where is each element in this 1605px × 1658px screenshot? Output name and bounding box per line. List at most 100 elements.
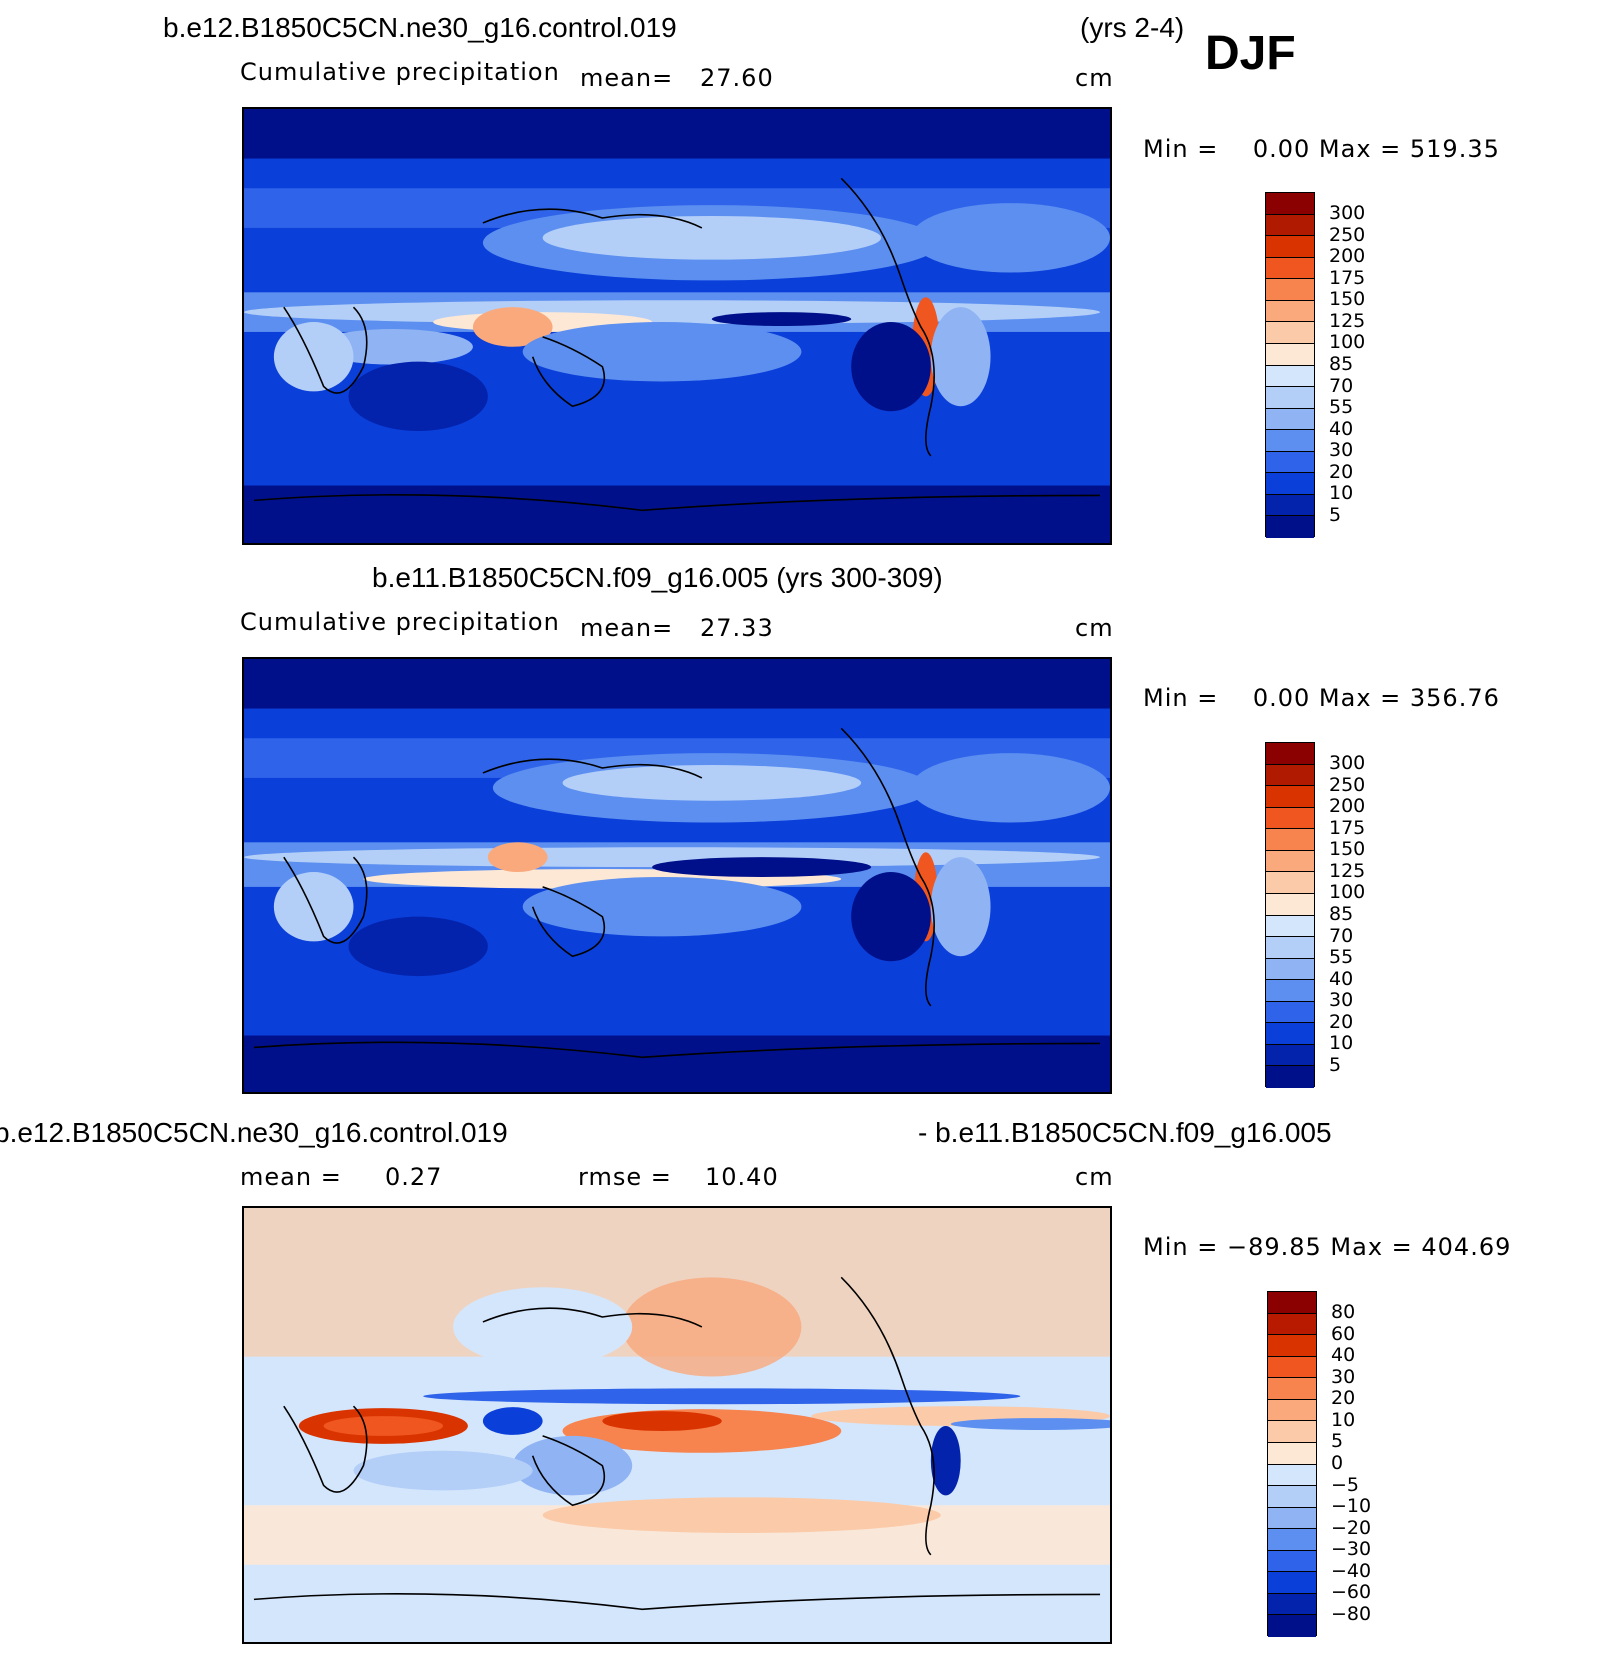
colorbar-swatch [1266, 257, 1314, 280]
colorbar-swatch [1268, 1356, 1316, 1379]
colorbar-swatch [1266, 473, 1314, 495]
colorbar-tick-label: 250 [1329, 223, 1366, 246]
colorbar-tick-label: −30 [1331, 1538, 1372, 1561]
colorbar-tick-label: 5 [1331, 1430, 1344, 1453]
colorbar-tick-label: −5 [1331, 1473, 1360, 1496]
colorbar-swatch [1268, 1572, 1316, 1594]
panel2-precip-map [242, 657, 1112, 1094]
colorbar-tick-label: 5 [1329, 1053, 1342, 1076]
colorbar-tick-label: 200 [1329, 795, 1366, 818]
colorbar-swatch [1268, 1399, 1316, 1422]
colorbar-tick-label: −10 [1331, 1495, 1372, 1518]
colorbar-tick-label: 175 [1329, 816, 1366, 839]
season-label: DJF [1205, 27, 1296, 80]
colorbar-swatch [1268, 1442, 1316, 1465]
colorbar-tick-label: 20 [1329, 460, 1354, 483]
colorbar-swatch [1266, 915, 1314, 938]
colorbar-swatch [1268, 1529, 1316, 1551]
colorbar-swatch [1266, 850, 1314, 873]
colorbar-swatch [1268, 1335, 1316, 1357]
colorbar-swatch [1266, 193, 1314, 215]
colorbar-swatch [1266, 980, 1314, 1002]
colorbar-swatch [1266, 958, 1314, 981]
colorbar-swatch [1268, 1550, 1316, 1573]
colorbar-swatch [1266, 214, 1314, 237]
colorbar-swatch [1268, 1464, 1316, 1487]
colorbar-tick-label: 175 [1329, 266, 1366, 289]
panel1-title-left: b.e12.B1850C5CN.ne30_g16.control.019 [163, 12, 677, 43]
panel1-mean-value: 27.60 [700, 64, 774, 92]
colorbar-tick-label: 60 [1331, 1322, 1356, 1345]
colorbar-tick-label: 0 [1331, 1452, 1344, 1474]
colorbar-tick-label: 85 [1329, 903, 1354, 925]
colorbar-tick-label: 125 [1329, 309, 1366, 332]
colorbar-swatch [1268, 1378, 1316, 1400]
colorbar-tick-label: 70 [1329, 924, 1354, 947]
colorbar-swatch [1266, 1001, 1314, 1024]
colorbar-tick-label: −40 [1331, 1559, 1372, 1582]
colorbar-tick-label: 150 [1329, 838, 1366, 861]
colorbar-tick-label: −20 [1331, 1516, 1372, 1539]
colorbar-tick-label: 40 [1329, 967, 1354, 990]
colorbar-tick-label: 20 [1331, 1387, 1356, 1410]
panel2-units: cm [1075, 614, 1114, 642]
colorbar-tick-label: 200 [1329, 245, 1366, 268]
colorbar-swatch [1266, 494, 1314, 517]
panel1-units: cm [1075, 64, 1114, 92]
colorbar-swatch [1266, 279, 1314, 301]
panel3-title-right: - b.e11.B1850C5CN.f09_g16.005 [918, 1117, 1332, 1148]
panel3-colorbar-box [1267, 1291, 1317, 1637]
colorbar-swatch [1266, 764, 1314, 787]
colorbar-tick-label: 10 [1331, 1408, 1356, 1431]
panel2-colorbar-box [1265, 742, 1315, 1088]
colorbar-tick-label: 300 [1329, 752, 1366, 775]
colorbar-swatch [1266, 937, 1314, 959]
panel3-difference-map [242, 1206, 1112, 1644]
colorbar-tick-label: 30 [1329, 439, 1354, 462]
panel1-variable: Cumulative precipitation [240, 58, 560, 86]
colorbar-swatch [1268, 1292, 1316, 1314]
panel3-rmse-value: 10.40 [705, 1163, 779, 1191]
colorbar-tick-label: 100 [1329, 881, 1366, 904]
colorbar-tick-label: −60 [1331, 1581, 1372, 1604]
colorbar-tick-label: 40 [1331, 1344, 1356, 1367]
colorbar-swatch [1266, 516, 1314, 538]
colorbar-tick-label: 10 [1329, 482, 1354, 505]
colorbar-tick-label: 55 [1329, 396, 1354, 419]
colorbar-tick-label: 70 [1329, 374, 1354, 397]
panel2-minmax: Min = 0.00 Max = 356.76 [1143, 684, 1500, 712]
colorbar-tick-label: 150 [1329, 288, 1366, 311]
colorbar-swatch [1266, 1044, 1314, 1067]
colorbar-swatch [1266, 786, 1314, 808]
panel3-mean-value: 0.27 [385, 1163, 443, 1191]
colorbar-swatch [1266, 872, 1314, 894]
colorbar-swatch [1268, 1615, 1316, 1637]
colorbar-tick-label: 125 [1329, 859, 1366, 882]
panel2-mean-label: mean= [580, 614, 674, 642]
panel3-title-left: b.e12.B1850C5CN.ne30_g16.control.019 [0, 1117, 508, 1148]
panel3-units: cm [1075, 1163, 1114, 1191]
colorbar-swatch [1266, 1023, 1314, 1045]
colorbar-swatch [1266, 387, 1314, 409]
panel1-mean-label: mean= [580, 64, 674, 92]
colorbar-swatch [1266, 343, 1314, 366]
colorbar-tick-label: 85 [1329, 353, 1354, 375]
panel3-minmax: Min = −89.85 Max = 404.69 [1143, 1233, 1512, 1261]
colorbar-swatch [1268, 1486, 1316, 1508]
colorbar-tick-label: 250 [1329, 773, 1366, 796]
colorbar-tick-label: 5 [1329, 503, 1342, 526]
colorbar-tick-label: 40 [1329, 417, 1354, 440]
panel1-colorbar-box [1265, 192, 1315, 538]
colorbar-swatch [1266, 365, 1314, 388]
colorbar-tick-label: 80 [1331, 1301, 1356, 1324]
colorbar-swatch [1266, 1066, 1314, 1088]
colorbar-tick-label: 30 [1331, 1365, 1356, 1388]
colorbar-swatch [1266, 236, 1314, 258]
panel3-mean-label: mean = [240, 1163, 342, 1191]
panel2-variable: Cumulative precipitation [240, 608, 560, 636]
colorbar-tick-label: 20 [1329, 1010, 1354, 1033]
panel3-rmse-label: rmse = [578, 1163, 672, 1191]
colorbar-swatch [1266, 300, 1314, 323]
colorbar-tick-label: 300 [1329, 202, 1366, 225]
colorbar-tick-label: 30 [1329, 989, 1354, 1012]
